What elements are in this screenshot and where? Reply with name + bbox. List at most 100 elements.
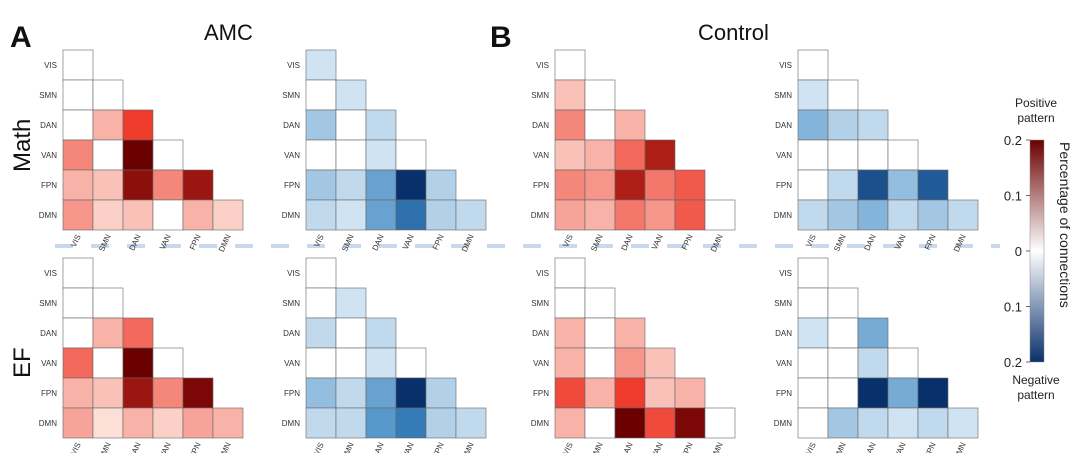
heatmap-cell-fpn-smn bbox=[827, 169, 859, 201]
heatmap-cell-fpn-vis bbox=[797, 377, 829, 409]
heatmap-cell-van-smn bbox=[335, 139, 367, 171]
heatmap-cell-fpn-fpn bbox=[182, 169, 214, 201]
heatmap-cell-dan-smn bbox=[92, 317, 124, 349]
heatmap-cell-fpn-dan bbox=[122, 377, 154, 409]
colorbar-tick-label: 0 bbox=[1015, 244, 1022, 259]
heatmap-cell-fpn-fpn bbox=[917, 169, 949, 201]
heatmap-cell-van-van bbox=[395, 347, 427, 379]
heatmap-cell-van-dan bbox=[857, 347, 889, 379]
heatmap-cell-fpn-fpn bbox=[674, 169, 706, 201]
heatmap-cell-dan-vis bbox=[62, 317, 94, 349]
heatmap-cell-fpn-van bbox=[152, 169, 184, 201]
heatmap-control-ef-negative: VIS SMN DAN VAN FPN DMN VIS SMN DAN VAN FPN DMN bbox=[774, 257, 979, 453]
heatmap-cell-smn-smn bbox=[827, 79, 859, 111]
heatmap-cell-dmn-dmn bbox=[704, 407, 736, 439]
heatmap-cell-dmn-dan bbox=[857, 199, 889, 231]
heatmap-cell-fpn-vis bbox=[62, 169, 94, 201]
y-tick-label: SMN bbox=[282, 299, 300, 308]
heatmap-cell-dan-smn bbox=[584, 317, 616, 349]
y-tick-label: FPN bbox=[776, 389, 792, 398]
heatmap-cell-vis-vis bbox=[62, 257, 94, 289]
heatmap-cell-dan-smn bbox=[335, 109, 367, 141]
heatmap-cell-dmn-dan bbox=[122, 199, 154, 231]
heatmap-cell-van-dan bbox=[122, 139, 154, 171]
heatmap-amc-ef-negative: VIS SMN DAN VAN FPN DMN VIS SMN DAN VAN FPN DMN bbox=[282, 257, 487, 453]
y-tick-label: FPN bbox=[284, 389, 300, 398]
heatmap-cell-fpn-dan bbox=[365, 169, 397, 201]
heatmap-cell-van-dan bbox=[614, 139, 646, 171]
heatmap-cell-dmn-smn bbox=[92, 407, 124, 439]
y-tick-label: SMN bbox=[774, 299, 792, 308]
y-tick-label: DAN bbox=[532, 329, 549, 338]
heatmap-cell-dmn-van bbox=[152, 199, 184, 231]
y-tick-label: DAN bbox=[532, 121, 549, 130]
x-tick-label: FPN bbox=[923, 233, 938, 252]
heatmap-cell-dmn-smn bbox=[335, 199, 367, 231]
colorbar-negative-label-1: Negative bbox=[1012, 373, 1060, 387]
heatmap-cell-fpn-vis bbox=[305, 377, 337, 409]
x-tick-label: FPN bbox=[431, 441, 446, 453]
heatmap-cell-fpn-dan bbox=[122, 169, 154, 201]
x-tick-label: SMN bbox=[832, 441, 848, 453]
heatmap-cell-fpn-dan bbox=[857, 377, 889, 409]
heatmap-cell-fpn-van bbox=[395, 377, 427, 409]
heatmap-cell-dan-dan bbox=[122, 317, 154, 349]
heatmap-cell-dmn-dmn bbox=[212, 199, 244, 231]
heatmap-cell-fpn-dan bbox=[365, 377, 397, 409]
y-tick-label: SMN bbox=[39, 299, 57, 308]
heatmap-cell-van-dan bbox=[857, 139, 889, 171]
heatmap-cell-van-smn bbox=[584, 347, 616, 379]
y-tick-label: DAN bbox=[40, 121, 57, 130]
heatmap-cell-dmn-vis bbox=[554, 407, 586, 439]
y-tick-label: FPN bbox=[41, 389, 57, 398]
x-tick-label: DAN bbox=[371, 233, 386, 252]
row-title-ef: EF bbox=[9, 347, 36, 378]
y-tick-label: DMN bbox=[774, 419, 792, 428]
x-tick-label: DMN bbox=[709, 441, 725, 453]
heatmap-cell-dan-dan bbox=[122, 109, 154, 141]
group-title-amc: AMC bbox=[204, 20, 253, 45]
y-tick-label: VIS bbox=[536, 61, 549, 70]
y-tick-label: DMN bbox=[531, 419, 549, 428]
x-tick-label: VAN bbox=[158, 233, 173, 251]
colorbar bbox=[1029, 139, 1045, 363]
heatmap-cell-dan-dan bbox=[857, 317, 889, 349]
heatmap-cell-dmn-dan bbox=[614, 199, 646, 231]
heatmap-cell-fpn-smn bbox=[92, 169, 124, 201]
heatmap-cell-dmn-vis bbox=[797, 407, 829, 439]
heatmap-cell-vis-vis bbox=[305, 49, 337, 81]
heatmap-cell-dan-vis bbox=[554, 109, 586, 141]
heatmap-cell-dan-vis bbox=[554, 317, 586, 349]
heatmap-cell-dmn-smn bbox=[827, 199, 859, 231]
heatmap-cell-smn-vis bbox=[62, 287, 94, 319]
heatmap-cell-dmn-smn bbox=[92, 199, 124, 231]
x-tick-label: VIS bbox=[312, 441, 326, 453]
heatmap-cell-dmn-dmn bbox=[455, 407, 487, 439]
x-tick-label: VIS bbox=[561, 441, 575, 453]
heatmap-cell-dmn-fpn bbox=[917, 199, 949, 231]
y-tick-label: FPN bbox=[284, 181, 300, 190]
heatmap-cell-dan-smn bbox=[92, 109, 124, 141]
heatmap-cell-dmn-vis bbox=[305, 407, 337, 439]
y-tick-label: VAN bbox=[41, 359, 57, 368]
colorbar-negative-label-2: pattern bbox=[1017, 388, 1054, 402]
heatmap-cell-dan-vis bbox=[797, 109, 829, 141]
heatmap-cell-dmn-fpn bbox=[182, 407, 214, 439]
panel-letter-b: B bbox=[490, 21, 512, 54]
heatmap-cell-smn-vis bbox=[305, 287, 337, 319]
x-tick-label: DMN bbox=[217, 441, 233, 453]
heatmap-cell-dmn-dan bbox=[857, 407, 889, 439]
heatmap-cell-fpn-smn bbox=[827, 377, 859, 409]
y-tick-label: SMN bbox=[282, 91, 300, 100]
panel-letter-a: A bbox=[10, 21, 32, 54]
x-tick-label: DAN bbox=[863, 233, 878, 252]
y-tick-label: DMN bbox=[774, 211, 792, 220]
heatmap-cell-dmn-smn bbox=[827, 407, 859, 439]
x-tick-label: VIS bbox=[69, 233, 83, 249]
heatmap-cell-dmn-dan bbox=[365, 199, 397, 231]
x-tick-label: VAN bbox=[650, 441, 665, 453]
heatmap-cell-van-van bbox=[644, 347, 676, 379]
group-title-control: Control bbox=[698, 20, 769, 45]
